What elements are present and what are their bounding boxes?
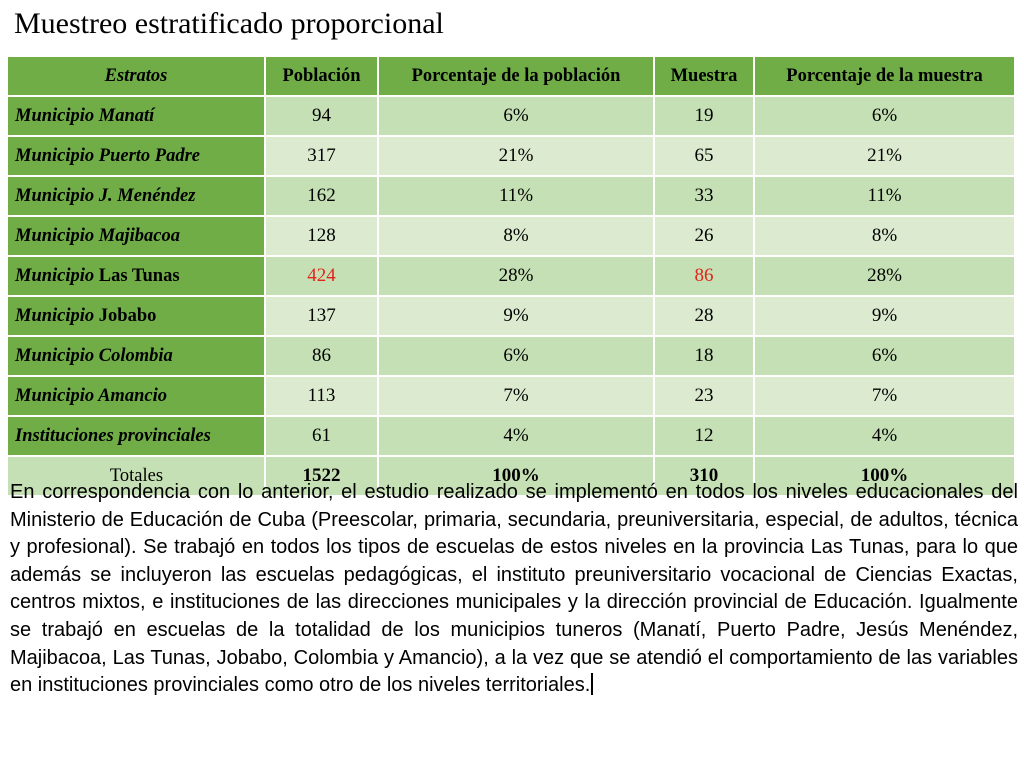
stratum-prefix: Municipio Majibacoa [15,225,180,246]
cell-population-pct: 28% [377,255,655,297]
cell-population: 137 [264,295,379,337]
table-row: Municipio Amancio 113 7% 23 7% [6,375,1016,417]
stratum-cell: Municipio Las Tunas [6,255,266,297]
cell-population: 61 [264,415,379,457]
cell-population-pct: 21% [377,135,655,177]
table-body: Municipio Manatí 94 6% 19 6% Municipio Puerto… [6,95,1016,497]
table-row: Municipio Colombia 86 6% 18 6% [6,335,1016,377]
cell-population: 128 [264,215,379,257]
cell-population: 94 [264,95,379,137]
header-strata: Estratos [6,55,266,97]
cell-population-pct: 6% [377,335,655,377]
cell-sample: 33 [653,175,755,217]
cell-sample-pct: 9% [753,295,1016,337]
table-row: Municipio Majibacoa 128 8% 26 8% [6,215,1016,257]
table-row: Municipio Puerto Padre 317 21% 65 21% [6,135,1016,177]
cell-population-pct: 7% [377,375,655,417]
cell-sample-pct: 28% [753,255,1016,297]
table-row: Instituciones provinciales 61 4% 12 4% [6,415,1016,457]
cell-population: 86 [264,335,379,377]
header-population-pct: Porcentaje de la población [377,55,655,97]
cell-sample: 23 [653,375,755,417]
stratum-name: Jobabo [94,305,157,326]
header-population: Población [264,55,379,97]
page-title: Muestreo estratificado proporcional [14,7,444,40]
totals-population-pct: 100% [377,455,655,497]
cell-sample-pct: 6% [753,95,1016,137]
stratum-cell: Municipio Puerto Padre [6,135,266,177]
totals-population: 1522 [264,455,379,497]
table-row: Municipio J. Menéndez 162 11% 33 11% [6,175,1016,217]
stratum-prefix: Municipio Manatí [15,105,155,126]
stratum-prefix: Municipio Amancio [15,385,167,406]
totals-sample: 310 [653,455,755,497]
stratum-cell: Municipio Manatí [6,95,266,137]
body-paragraph: En correspondencia con lo anterior, el e… [10,479,1018,700]
stratum-cell: Municipio Majibacoa [6,215,266,257]
table-row: Municipio Las Tunas 424 28% 86 28% [6,255,1016,297]
stratum-prefix: Instituciones provinciales [15,425,211,446]
cell-population-pct: 6% [377,95,655,137]
stratum-prefix: Municipio [15,305,95,326]
table-header-row: Estratos Población Porcentaje de la pobl… [6,55,1016,97]
cell-sample: 19 [653,95,755,137]
cell-population: 162 [264,175,379,217]
totals-row: Totales 1522 100% 310 100% [6,455,1016,497]
cell-population: 424 [264,255,379,297]
cell-sample: 28 [653,295,755,337]
cell-sample: 18 [653,335,755,377]
cell-sample: 12 [653,415,755,457]
header-sample-pct: Porcentaje de la muestra [753,55,1016,97]
cell-sample-pct: 21% [753,135,1016,177]
cell-population: 317 [264,135,379,177]
header-sample: Muestra [653,55,755,97]
cell-sample: 86 [653,255,755,297]
stratum-cell: Municipio Amancio [6,375,266,417]
stratum-cell: Municipio Colombia [6,335,266,377]
stratum-prefix: Municipio Colombia [15,345,173,366]
cell-sample-pct: 7% [753,375,1016,417]
stratum-cell: Instituciones provinciales [6,415,266,457]
stratum-name: Las Tunas [94,265,180,286]
cell-population-pct: 8% [377,215,655,257]
cell-sample-pct: 4% [753,415,1016,457]
cell-population-pct: 9% [377,295,655,337]
stratum-prefix: Municipio [15,265,95,286]
sampling-table: Estratos Población Porcentaje de la pobl… [6,55,1016,497]
sampling-table-container: Estratos Población Porcentaje de la pobl… [6,55,1016,497]
cell-population: 113 [264,375,379,417]
stratum-cell: Municipio Jobabo [6,295,266,337]
stratum-cell: Municipio J. Menéndez [6,175,266,217]
totals-label: Totales [6,455,266,497]
stratum-prefix: Municipio Puerto Padre [15,145,201,166]
stratum-prefix: Municipio J. Menéndez [15,185,196,206]
cell-population-pct: 11% [377,175,655,217]
table-row: Municipio Manatí 94 6% 19 6% [6,95,1016,137]
cell-sample-pct: 8% [753,215,1016,257]
cell-sample-pct: 11% [753,175,1016,217]
text-cursor [591,673,594,696]
totals-sample-pct: 100% [753,455,1016,497]
body-paragraph-text: En correspondencia con lo anterior, el e… [10,481,1018,697]
cell-sample: 65 [653,135,755,177]
table-row: Municipio Jobabo 137 9% 28 9% [6,295,1016,337]
cell-population-pct: 4% [377,415,655,457]
cell-sample: 26 [653,215,755,257]
cell-sample-pct: 6% [753,335,1016,377]
